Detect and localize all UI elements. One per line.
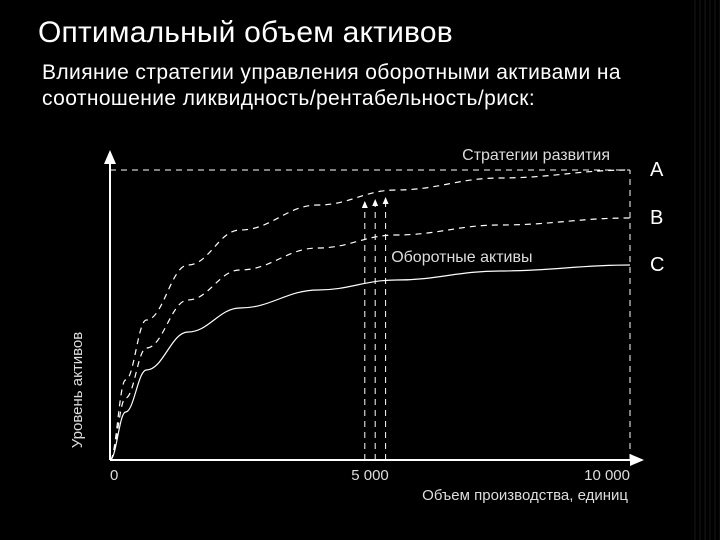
x-tick-label: 0 <box>110 467 118 484</box>
series-label-B: B <box>650 207 663 229</box>
slide-subtitle: Влияние стратегии управления оборотными … <box>42 60 680 113</box>
strategies-chart: 0 5 000 10 000 Объем производства, единиц Ур… <box>60 120 670 515</box>
y-axis-label: Уровень активов <box>69 332 86 448</box>
series-A <box>110 170 630 460</box>
slide-title: Оптимальный объем активов <box>38 16 453 50</box>
series-label-A: A <box>650 159 664 181</box>
slide-sidebar-decor <box>694 0 720 540</box>
x-axis-label: Объем производства, единиц <box>422 487 628 504</box>
series-B <box>110 218 630 460</box>
series-label-C: C <box>650 254 664 276</box>
x-tick-label: 5 000 <box>351 467 389 484</box>
legend-title: Стратегии развития <box>462 147 610 164</box>
inner-label: Оборотные активы <box>391 249 532 266</box>
x-tick-label: 10 000 <box>584 467 630 484</box>
series-C <box>110 265 630 460</box>
